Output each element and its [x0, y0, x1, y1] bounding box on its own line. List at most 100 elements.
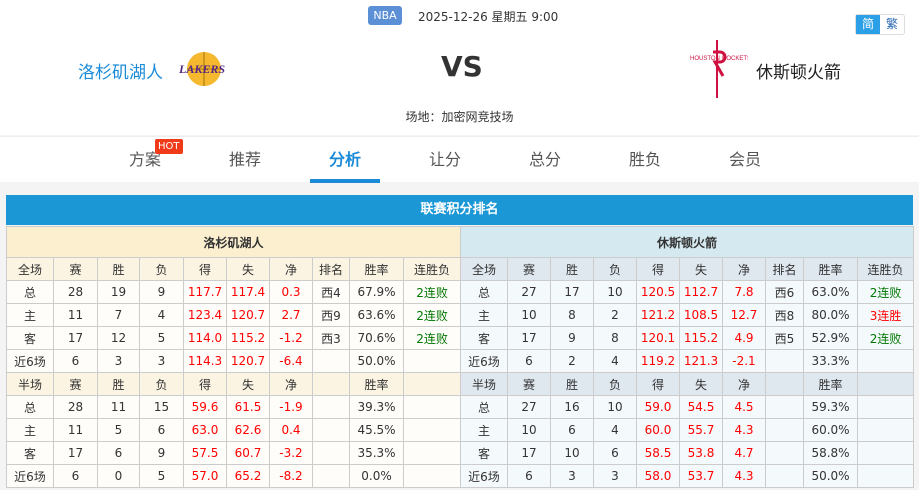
match-datetime: 2025-12-26 星期五 9:00: [418, 10, 559, 24]
table-cell: [312, 418, 350, 442]
table-cell: 6: [53, 464, 98, 488]
table-cell: 西8: [765, 303, 804, 327]
table-cell: 45.5%: [349, 418, 404, 442]
column-header: 排名: [765, 257, 804, 281]
tab-member[interactable]: 会员: [728, 150, 761, 169]
table-cell: 6: [53, 349, 98, 373]
table-cell: 10: [507, 303, 551, 327]
table-cell: [765, 418, 804, 442]
table-cell: [402, 349, 462, 373]
tab-bar: 方案 HOT 推荐 分析 让分 总分 胜负 会员: [0, 136, 919, 183]
table-cell: 10: [550, 441, 594, 465]
table-cell: 63.0%: [803, 280, 858, 304]
tab-analysis[interactable]: 分析: [310, 137, 380, 183]
table-cell: [856, 441, 915, 465]
table-cell: 65.2: [226, 464, 270, 488]
table-cell: 120.7: [226, 349, 270, 373]
column-header: 胜率: [349, 257, 404, 281]
lang-simplified-button[interactable]: 简: [856, 15, 880, 34]
table-cell: 115.2: [226, 326, 270, 350]
table-cell: 3: [139, 349, 184, 373]
svg-text:LAKERS: LAKERS: [178, 62, 225, 76]
table-cell: [856, 464, 915, 488]
column-header: 赛: [507, 257, 551, 281]
table-cell: 0.3: [269, 280, 313, 304]
language-toggle[interactable]: 简 繁: [855, 14, 905, 35]
tab-recommend[interactable]: 推荐: [228, 150, 261, 169]
table-cell: 63.0: [183, 418, 227, 442]
table-row: 主 11 7 4 123.4 120.7 2.7 西9 63.6% 2连败: [6, 303, 462, 327]
table-cell: 客: [6, 441, 54, 465]
home-team-name[interactable]: 洛杉矶湖人: [78, 63, 163, 83]
table-cell: 客: [460, 441, 508, 465]
table-cell: 28: [53, 280, 98, 304]
table-cell: 62.6: [226, 418, 270, 442]
header-row: 全场赛胜负得失净排名 胜率 连胜负: [460, 257, 915, 281]
away-team-name[interactable]: 休斯顿火箭: [756, 63, 841, 83]
table-cell: [402, 395, 462, 419]
column-header: 连胜负: [856, 257, 915, 281]
table-cell: 15: [139, 395, 184, 419]
column-header: 胜: [97, 372, 140, 396]
table-cell: 3: [550, 464, 594, 488]
column-header: 半场: [460, 372, 508, 396]
column-header: 胜: [550, 257, 594, 281]
table-cell: 0: [97, 464, 140, 488]
table-cell: 59.0: [636, 395, 680, 419]
lang-traditional-button[interactable]: 繁: [885, 17, 898, 31]
table-cell: -1.2: [269, 326, 313, 350]
table-cell: 5: [139, 464, 184, 488]
column-header: 净: [269, 257, 313, 281]
table-cell: 2: [593, 303, 637, 327]
table-cell: 59.6: [183, 395, 227, 419]
table-cell: 7: [97, 303, 140, 327]
match-header: NBA 2025-12-26 星期五 9:00 简 繁 洛杉矶湖人 LAKERS…: [0, 0, 919, 135]
table-cell: 17: [53, 441, 98, 465]
table-cell: 114.3: [183, 349, 227, 373]
table-cell: 西3: [312, 326, 350, 350]
table-cell: 60.0: [636, 418, 680, 442]
table-cell: 50.0%: [349, 349, 404, 373]
column-header: 净: [722, 372, 766, 396]
table-cell: 12.7: [722, 303, 766, 327]
tab-plans[interactable]: 方案: [110, 137, 180, 183]
table-cell: 4.3: [722, 418, 766, 442]
table-cell: -3.2: [269, 441, 313, 465]
table-cell: 39.3%: [349, 395, 404, 419]
tab-moneyline[interactable]: 胜负: [628, 150, 661, 169]
table-cell: 57.0: [183, 464, 227, 488]
table-cell: 3连胜: [856, 303, 915, 327]
table-cell: 112.7: [679, 280, 723, 304]
table-cell: 4.7: [722, 441, 766, 465]
table-cell: 115.2: [679, 326, 723, 350]
table-cell: 9: [550, 326, 594, 350]
column-header: 得: [183, 372, 227, 396]
table-cell: -2.1: [722, 349, 766, 373]
table-cell: 59.3%: [803, 395, 858, 419]
tab-total[interactable]: 总分: [528, 150, 561, 169]
tab-spread[interactable]: 让分: [428, 150, 461, 169]
column-header: 胜率: [349, 372, 404, 396]
table-cell: -1.9: [269, 395, 313, 419]
table-cell: 52.9%: [803, 326, 858, 350]
table-cell: 8: [593, 326, 637, 350]
table-cell: 4: [593, 418, 637, 442]
table-cell: 11: [53, 303, 98, 327]
table-cell: 6: [507, 464, 551, 488]
table-cell: 54.5: [679, 395, 723, 419]
rockets-logo: HOUSTON ROCKETS: [690, 40, 748, 98]
table-cell: 近6场: [460, 349, 508, 373]
home-table-team: 洛杉矶湖人: [5, 226, 462, 258]
table-row: 主 10 6 4 60.0 55.7 4.3 60.0%: [460, 418, 915, 442]
column-header: 胜率: [803, 372, 858, 396]
table-cell: 2连败: [402, 326, 462, 350]
table-cell: 5: [139, 326, 184, 350]
column-header: 排名: [312, 257, 350, 281]
column-header: 得: [636, 257, 680, 281]
table-cell: 总: [6, 395, 54, 419]
table-row: 总 28 11 15 59.6 61.5 -1.9 39.3%: [6, 395, 462, 419]
column-header: 失: [226, 257, 270, 281]
column-header: 赛: [507, 372, 551, 396]
table-cell: 67.9%: [349, 280, 404, 304]
table-cell: 63.6%: [349, 303, 404, 327]
